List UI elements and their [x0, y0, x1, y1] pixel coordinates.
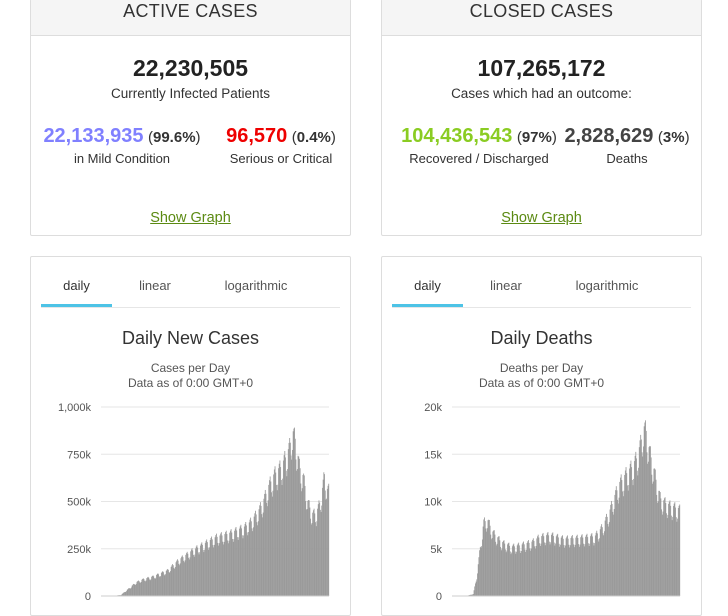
y-tick-label: 0 [85, 591, 91, 603]
serious-condition-stat: 96,570 (0.4%) Serious or Critical [211, 125, 351, 166]
chart-subtitle-line2: Data as of 0:00 GMT+0 [382, 376, 701, 391]
tab-daily[interactable]: daily [392, 274, 463, 307]
y-tick-label: 20k [424, 402, 442, 414]
mild-value: 22,133,935 [43, 125, 143, 147]
closed-show-graph-link[interactable]: Show Graph [382, 210, 701, 226]
tab-linear[interactable]: linear [476, 274, 536, 307]
closed-cases-panel: CLOSED CASES 107,265,172 Cases which had… [381, 0, 702, 236]
y-tick-label: 500k [67, 497, 91, 509]
y-tick-label: 15k [424, 449, 442, 461]
closed-cases-subtitle: Cases which had an outcome: [382, 86, 701, 101]
mild-pct: 99.6% [153, 129, 196, 146]
daily-deaths-chart: 0 5k 10k 15k 20k [382, 392, 701, 612]
chart-subtitle-line2: Data as of 0:00 GMT+0 [31, 376, 350, 391]
deaths-value: 2,828,629 [564, 125, 653, 147]
deaths-stat: 2,828,629 (3%) Deaths [562, 125, 692, 166]
y-tick-label: 0 [436, 591, 442, 603]
tab-logarithmic[interactable]: logarithmic [557, 274, 657, 307]
deaths-chart-tabs: daily linear logarithmic [392, 274, 691, 308]
daily-deaths-panel: daily linear logarithmic Daily Deaths De… [381, 256, 702, 616]
deaths-pct: 3% [663, 129, 685, 146]
tab-logarithmic[interactable]: logarithmic [206, 274, 306, 307]
y-tick-label: 5k [430, 544, 442, 556]
serious-label: Serious or Critical [211, 151, 351, 166]
chart-subtitle-line1: Deaths per Day [382, 361, 701, 376]
mild-label: in Mild Condition [37, 151, 207, 166]
tab-linear[interactable]: linear [125, 274, 185, 307]
chart-title: Daily Deaths [382, 328, 701, 349]
recovered-label: Recovered / Discharged [394, 151, 564, 166]
recovered-value: 104,436,543 [401, 125, 512, 147]
y-tick-label: 750k [67, 449, 91, 461]
closed-cases-header: CLOSED CASES [382, 0, 701, 36]
chart-title: Daily New Cases [31, 328, 350, 349]
recovered-pct: 97% [522, 129, 552, 146]
bar [679, 505, 680, 596]
bar [328, 484, 329, 596]
tab-daily[interactable]: daily [41, 274, 112, 307]
active-show-graph-link[interactable]: Show Graph [31, 210, 350, 226]
daily-new-cases-panel: daily linear logarithmic Daily New Cases… [30, 256, 351, 616]
y-tick-label: 1,000k [58, 402, 92, 414]
cases-chart-tabs: daily linear logarithmic [41, 274, 340, 308]
active-cases-header: ACTIVE CASES [31, 0, 350, 36]
recovered-stat: 104,436,543 (97%) Recovered / Discharged [394, 125, 564, 166]
closed-cases-total: 107,265,172 [382, 55, 701, 82]
y-tick-label: 250k [67, 544, 91, 556]
chart-subtitle: Deaths per Day Data as of 0:00 GMT+0 [382, 361, 701, 391]
mild-condition-stat: 22,133,935 (99.6%) in Mild Condition [37, 125, 207, 166]
active-cases-panel: ACTIVE CASES 22,230,505 Currently Infect… [30, 0, 351, 236]
y-tick-label: 10k [424, 497, 442, 509]
chart-subtitle-line1: Cases per Day [31, 361, 350, 376]
active-cases-total: 22,230,505 [31, 55, 350, 82]
daily-new-cases-chart: 0 250k 500k 750k 1,000k [31, 392, 350, 612]
serious-value: 96,570 [226, 125, 287, 147]
serious-pct: 0.4% [297, 129, 331, 146]
active-cases-subtitle: Currently Infected Patients [31, 86, 350, 101]
chart-subtitle: Cases per Day Data as of 0:00 GMT+0 [31, 361, 350, 391]
deaths-label: Deaths [562, 151, 692, 166]
